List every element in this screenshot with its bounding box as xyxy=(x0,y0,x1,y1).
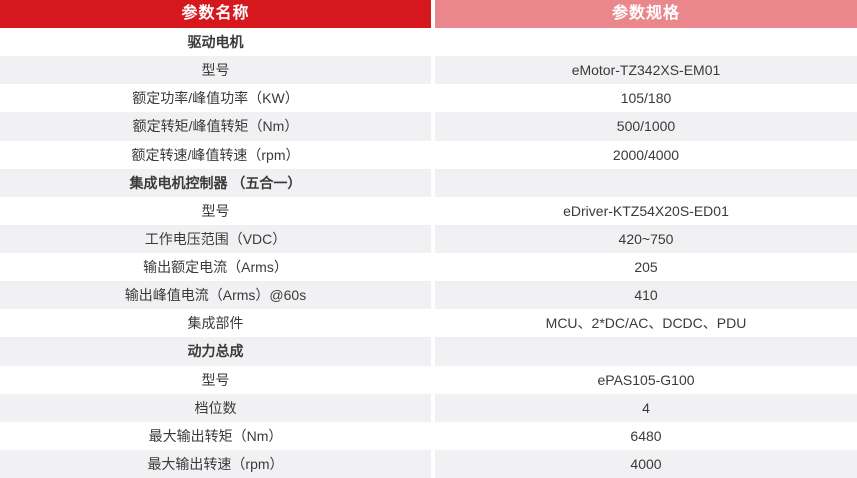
column-divider xyxy=(431,196,435,225)
column-divider xyxy=(431,253,435,282)
table-row: 型号 eMotor-TZ342XS-EM01 xyxy=(0,56,857,85)
param-name-cell: 型号 xyxy=(0,196,431,225)
param-name-cell: 额定转矩/峰值转矩（Nm） xyxy=(0,112,431,141)
table-row: 输出峰值电流（Arms）@60s 410 xyxy=(0,281,857,310)
param-value-cell: 500/1000 xyxy=(435,112,857,141)
param-name-cell: 额定功率/峰值功率（KW） xyxy=(0,84,431,113)
section-row: 动力总成 xyxy=(0,337,857,366)
param-value-cell: 420~750 xyxy=(435,224,857,253)
param-name-cell: 最大输出转速（rpm） xyxy=(0,449,431,478)
column-divider xyxy=(431,140,435,169)
column-divider xyxy=(431,168,435,197)
param-value-cell: ePAS105-G100 xyxy=(435,365,857,394)
param-value-cell: eMotor-TZ342XS-EM01 xyxy=(435,56,857,85)
param-value-cell: 105/180 xyxy=(435,84,857,113)
table-row: 档位数 4 xyxy=(0,393,857,422)
column-divider xyxy=(431,112,435,141)
table-row: 最大输出转矩（Nm） 6480 xyxy=(0,421,857,450)
param-value-cell: 4000 xyxy=(435,449,857,478)
param-value-cell: MCU、2*DC/AC、DCDC、PDU xyxy=(435,309,857,338)
column-divider xyxy=(431,449,435,478)
table-header-row: 参数名称 参数规格 xyxy=(0,0,857,28)
table-row: 额定转矩/峰值转矩（Nm） 500/1000 xyxy=(0,112,857,141)
param-name-cell: 输出峰值电流（Arms）@60s xyxy=(0,281,431,310)
column-divider xyxy=(431,421,435,450)
table-row: 工作电压范围（VDC） 420~750 xyxy=(0,224,857,253)
column-header-param-name: 参数名称 xyxy=(0,0,431,28)
param-value-cell: 6480 xyxy=(435,421,857,450)
table-row: 型号 ePAS105-G100 xyxy=(0,365,857,394)
column-divider xyxy=(431,224,435,253)
param-name-cell: 输出额定电流（Arms） xyxy=(0,253,431,282)
param-name-cell: 工作电压范围（VDC） xyxy=(0,224,431,253)
column-divider xyxy=(431,393,435,422)
table-body: 驱动电机 型号 eMotor-TZ342XS-EM01 额定功率/峰值功率（KW… xyxy=(0,28,857,478)
param-value-cell xyxy=(435,337,857,366)
table-row: 集成部件 MCU、2*DC/AC、DCDC、PDU xyxy=(0,309,857,338)
param-value-cell: 2000/4000 xyxy=(435,140,857,169)
param-value-cell: 410 xyxy=(435,281,857,310)
param-name-cell: 最大输出转矩（Nm） xyxy=(0,421,431,450)
param-value-cell: 205 xyxy=(435,253,857,282)
param-value-cell xyxy=(435,28,857,57)
param-value-cell: eDriver-KTZ54X20S-ED01 xyxy=(435,196,857,225)
table-row: 额定功率/峰值功率（KW） 105/180 xyxy=(0,84,857,113)
column-divider xyxy=(431,337,435,366)
param-name-cell: 型号 xyxy=(0,365,431,394)
param-name-cell: 档位数 xyxy=(0,393,431,422)
table-row: 输出额定电流（Arms） 205 xyxy=(0,253,857,282)
column-divider xyxy=(431,365,435,394)
column-divider xyxy=(431,0,435,28)
param-value-cell xyxy=(435,168,857,197)
column-divider xyxy=(431,281,435,310)
section-row: 集成电机控制器 （五合一） xyxy=(0,168,857,197)
param-name-cell: 型号 xyxy=(0,56,431,85)
param-value-cell: 4 xyxy=(435,393,857,422)
param-name-cell: 驱动电机 xyxy=(0,28,431,57)
table-row: 最大输出转速（rpm） 4000 xyxy=(0,449,857,478)
section-row: 驱动电机 xyxy=(0,28,857,57)
param-name-cell: 动力总成 xyxy=(0,337,431,366)
table-row: 额定转速/峰值转速（rpm） 2000/4000 xyxy=(0,140,857,169)
table-row: 型号 eDriver-KTZ54X20S-ED01 xyxy=(0,196,857,225)
param-name-cell: 集成电机控制器 （五合一） xyxy=(0,168,431,197)
column-divider xyxy=(431,309,435,338)
column-divider xyxy=(431,56,435,85)
param-name-cell: 额定转速/峰值转速（rpm） xyxy=(0,140,431,169)
column-header-param-spec: 参数规格 xyxy=(435,0,857,28)
param-name-cell: 集成部件 xyxy=(0,309,431,338)
column-divider xyxy=(431,28,435,57)
column-divider xyxy=(431,84,435,113)
